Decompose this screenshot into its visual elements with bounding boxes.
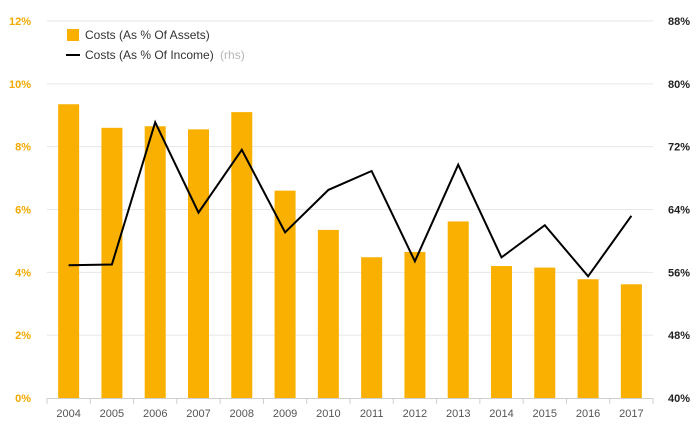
- bar: [317, 229, 339, 398]
- legend-label-assets: Costs (As % Of Assets): [85, 28, 210, 42]
- bar: [534, 267, 556, 398]
- x-tick-label: 2004: [56, 408, 80, 420]
- y-left-tick-label: 8%: [15, 142, 31, 154]
- legend-label-income-rhs: (rhs): [220, 48, 245, 62]
- legend-label-income: Costs (As % Of Income) (rhs): [85, 48, 245, 62]
- y-right-tick-label: 56%: [668, 267, 690, 279]
- line-series: [68, 119, 633, 278]
- bar: [447, 221, 469, 398]
- x-tick-label: 2006: [143, 408, 167, 420]
- axes: 0% 2% 4% 6% 8% 10% 12% 40% 48% 56% 64% 72% 80% 88% 200…: [9, 16, 690, 420]
- x-tick-label: 2009: [273, 408, 297, 420]
- y-right-tick-label: 48%: [668, 330, 690, 342]
- bar: [620, 284, 642, 398]
- legend: Costs (As % Of Assets) Costs (As % Of In…: [66, 28, 245, 62]
- y-right-tick-label: 88%: [668, 16, 690, 28]
- x-tick-label: 2017: [619, 408, 643, 420]
- x-tick-label: 2015: [533, 408, 557, 420]
- bar: [231, 112, 253, 398]
- x-tick-label: 2013: [446, 408, 470, 420]
- y-left-tick-label: 6%: [15, 205, 31, 217]
- bar: [144, 126, 166, 398]
- bar: [404, 251, 426, 398]
- y-right-tick-label: 80%: [668, 79, 690, 91]
- y-left-tick-label: 2%: [15, 330, 31, 342]
- x-tick-label: 2012: [403, 408, 427, 420]
- y-left-tick-label: 0%: [15, 393, 31, 405]
- y-left-tick-label: 10%: [9, 79, 31, 91]
- x-tick-label: 2005: [100, 408, 124, 420]
- y-left-tick-label: 4%: [15, 267, 31, 279]
- bar: [491, 266, 512, 398]
- y-right-tick-label: 64%: [668, 205, 690, 217]
- bar-series: [58, 104, 642, 399]
- x-tick-label: 2016: [576, 408, 600, 420]
- x-tick-label: 2011: [360, 408, 384, 420]
- y-right-tick-label: 40%: [668, 393, 690, 405]
- y-right-tick-label: 72%: [668, 142, 690, 154]
- bar: [577, 279, 599, 398]
- y-left-tick-label: 12%: [9, 16, 31, 28]
- income-line: [68, 119, 633, 278]
- bar: [58, 104, 80, 399]
- legend-swatch-assets: [67, 29, 79, 41]
- bar: [361, 257, 383, 398]
- x-tick-label: 2007: [186, 408, 210, 420]
- x-tick-label: 2008: [230, 408, 254, 420]
- legend-label-income-main: Costs (As % Of Income): [85, 48, 214, 62]
- bar: [274, 190, 296, 398]
- x-tick-label: 2010: [316, 408, 340, 420]
- bar: [188, 129, 209, 398]
- x-tick-label: 2014: [489, 408, 513, 420]
